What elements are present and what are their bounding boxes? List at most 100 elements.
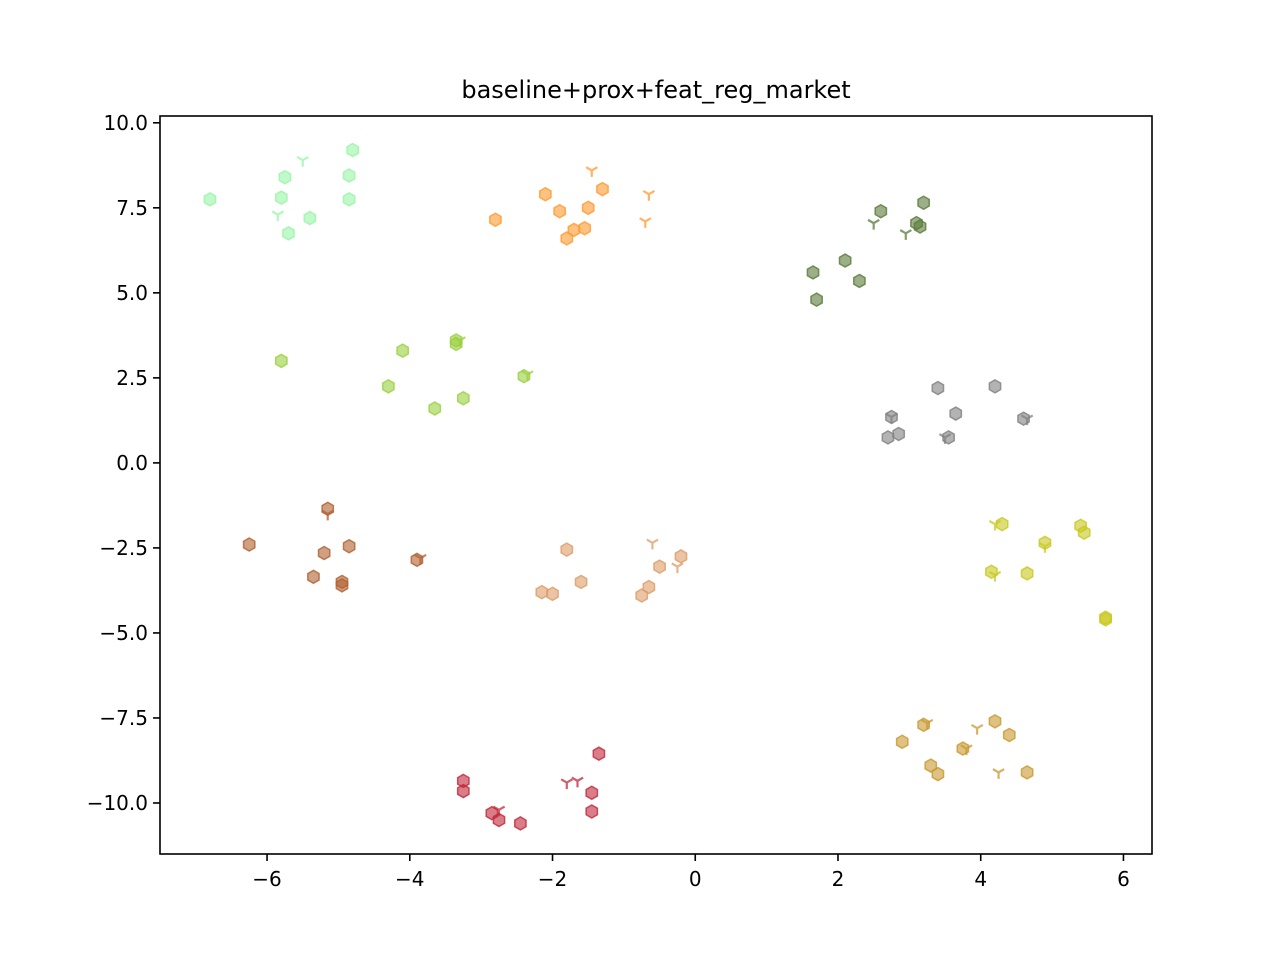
y-tick-label: 7.5: [116, 196, 148, 220]
data-point-tri: [671, 562, 684, 574]
data-point-tri: [642, 190, 656, 201]
data-point-tri: [885, 412, 898, 424]
data-point-hexagon: [335, 577, 349, 593]
data-point-tri: [960, 744, 973, 756]
data-point-hexagon: [560, 542, 574, 557]
data-point-hexagon: [307, 569, 320, 585]
data-point-hexagon: [342, 191, 356, 207]
data-point-hexagon: [1002, 727, 1016, 743]
data-point-hexagon: [881, 430, 895, 445]
data-point-hexagon: [489, 212, 502, 228]
data-point-hexagon: [546, 586, 559, 602]
data-point-hexagon: [456, 390, 470, 406]
data-point-hexagon: [924, 758, 938, 773]
x-tick-label: −4: [395, 867, 424, 891]
data-point-tri: [321, 509, 334, 521]
data-point-tri: [921, 718, 934, 730]
data-point-hexagon: [988, 713, 1002, 729]
data-point-hexagon: [596, 181, 609, 197]
data-point-hexagon: [810, 292, 823, 308]
series-9: [456, 746, 606, 831]
data-point-hexagon: [303, 210, 317, 226]
series-5: [881, 379, 1034, 445]
data-point-hexagon: [396, 343, 410, 359]
series-4: [274, 333, 534, 416]
data-point-tri: [970, 723, 984, 735]
data-point-hexagon: [242, 537, 256, 552]
data-point-hexagon: [1020, 566, 1034, 581]
data-point-tri: [938, 433, 952, 444]
data-point-tri: [453, 336, 466, 347]
data-point-hexagon: [514, 816, 527, 831]
data-point-hexagon: [853, 273, 866, 289]
series-10: [895, 713, 1034, 782]
y-tick-label: −7.5: [99, 706, 148, 730]
x-tick-label: −2: [538, 867, 567, 891]
data-point-hexagon: [492, 812, 506, 828]
y-tick-label: 2.5: [116, 366, 148, 390]
data-point-hexagon: [381, 379, 395, 394]
plot-area-frame: [159, 115, 1153, 855]
y-tick-label: −5.0: [99, 621, 148, 645]
series-3: [806, 195, 931, 308]
data-point-hexagon: [456, 783, 470, 799]
data-point-hexagon: [806, 265, 820, 280]
x-tick-label: 0: [689, 867, 702, 891]
data-point-hexagon: [574, 574, 588, 590]
y-tick-label: 5.0: [116, 281, 148, 305]
data-point-hexagon: [535, 584, 549, 600]
data-point-hexagon: [578, 220, 592, 236]
data-point-tri: [867, 218, 880, 230]
data-point-tri: [560, 778, 573, 790]
data-point-hexagon: [1099, 611, 1112, 627]
data-point-hexagon: [428, 401, 442, 416]
y-tick-label: −2.5: [99, 536, 148, 560]
data-point-hexagon: [674, 549, 688, 564]
data-point-hexagon: [274, 353, 288, 369]
data-point-hexagon: [931, 766, 945, 782]
data-point-hexagon: [931, 380, 945, 396]
data-point-hexagon: [874, 203, 888, 219]
data-point-tri: [899, 229, 912, 240]
series-2: [489, 166, 656, 246]
x-tick-label: 4: [974, 867, 987, 891]
chart-title: baseline+prox+feat_reg_market: [461, 76, 850, 104]
x-tick-label: 6: [1117, 867, 1130, 891]
data-point-tri: [1038, 542, 1052, 553]
data-point-tri: [639, 217, 652, 228]
data-point-hexagon: [553, 203, 567, 219]
series-7: [535, 538, 688, 603]
x-tick-label: −6: [252, 867, 281, 891]
data-point-hexagon: [949, 406, 963, 421]
data-point-hexagon: [653, 559, 666, 574]
data-point-tri: [988, 570, 1002, 582]
ticks-layer: −6 −4 −2 0 2 4 6 10.0 7.5 5.0 2.5 0.0 −2.5 −5.0 −7.5 −1…: [87, 111, 1130, 891]
data-point-hexagon: [278, 169, 292, 185]
data-point-hexagon: [642, 579, 656, 595]
data-point-hexagon: [539, 186, 552, 202]
data-point-hexagon: [838, 253, 852, 268]
data-point-hexagon: [567, 222, 581, 238]
data-point-hexagon: [988, 379, 1002, 394]
x-tick-label: 2: [832, 867, 845, 891]
y-tick-label: −10.0: [87, 791, 148, 815]
data-point-hexagon: [274, 190, 288, 205]
data-point-hexagon: [585, 785, 599, 801]
data-point-tri: [571, 776, 584, 788]
series-8: [985, 516, 1112, 627]
data-point-tri: [646, 538, 659, 550]
data-point-hexagon: [913, 219, 927, 234]
series-1: [203, 142, 360, 241]
data-point-hexagon: [917, 195, 931, 211]
data-point-tri: [492, 805, 506, 817]
data-point-tri: [992, 768, 1005, 779]
data-point-hexagon: [203, 191, 217, 207]
data-point-hexagon: [346, 142, 360, 158]
data-point-tri: [585, 166, 598, 177]
data-point-hexagon: [892, 426, 906, 442]
data-point-tri: [521, 370, 534, 381]
data-point-hexagon: [317, 545, 331, 561]
data-point-hexagon: [585, 804, 599, 819]
